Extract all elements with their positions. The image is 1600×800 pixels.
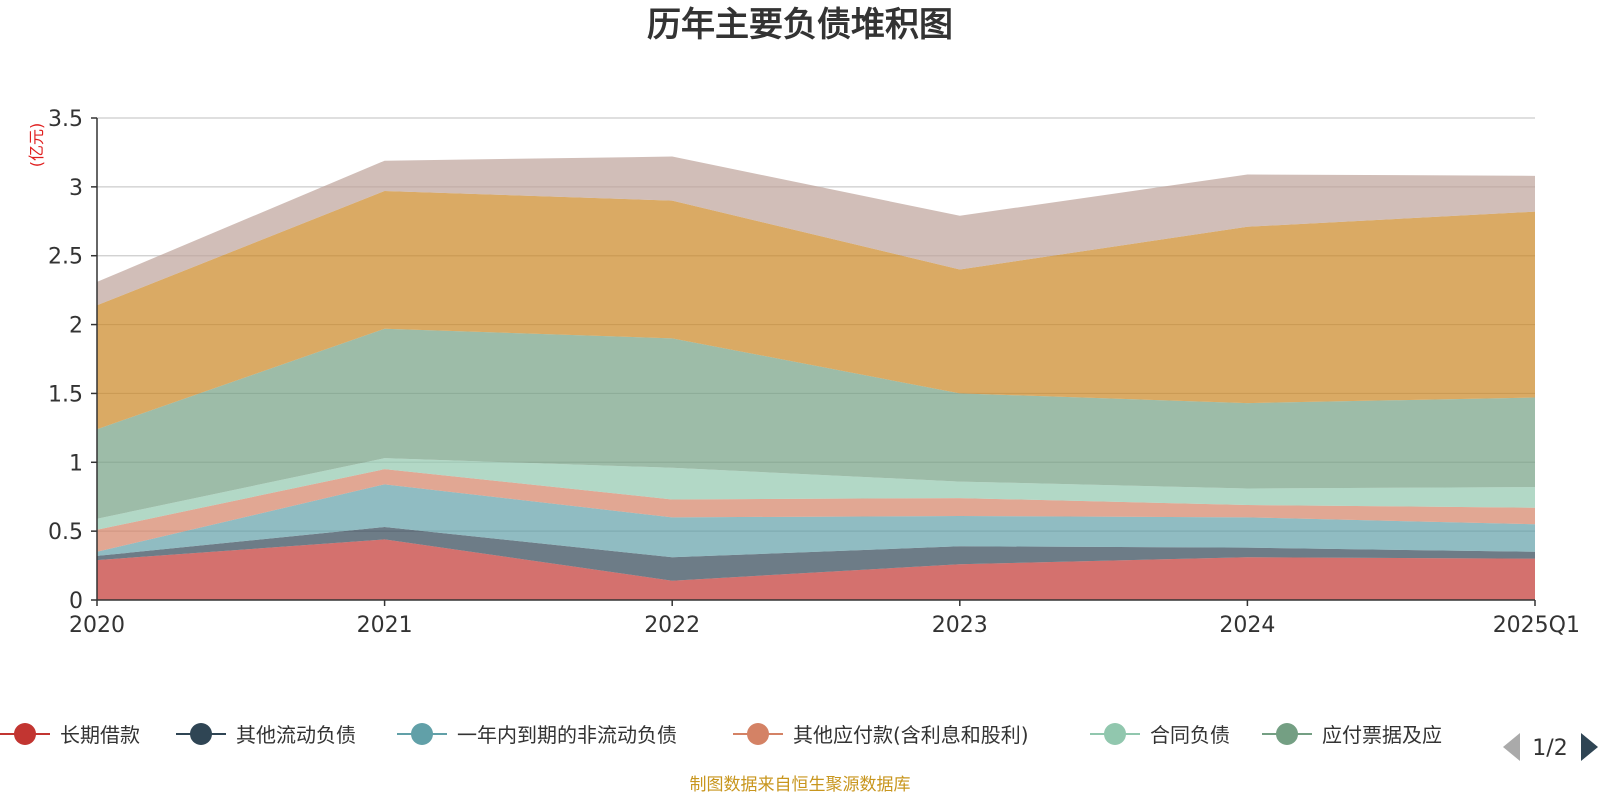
x-tick-label: 2025Q1 — [1493, 613, 1580, 638]
data-source-footer: 制图数据来自恒生聚源数据库 — [690, 775, 911, 795]
x-tick-label: 2021 — [357, 613, 413, 638]
legend-marker-icon — [1276, 723, 1298, 745]
y-tick-label: 3 — [69, 176, 83, 201]
legend[interactable]: 长期借款 其他流动负债 一年内到期的非流动负债 其他应付款(含利息和股利) 合同负债 应付… — [0, 723, 1442, 747]
legend-item[interactable]: 应付票据及应 — [1262, 723, 1442, 747]
area-series-4[interactable] — [97, 469, 1535, 552]
legend-next-page-icon[interactable] — [1581, 733, 1598, 761]
y-tick-label: 2 — [69, 314, 83, 339]
x-tick-label: 2023 — [932, 613, 988, 638]
x-tick-label: 2022 — [644, 613, 700, 638]
y-tick-label: 1 — [69, 451, 83, 476]
legend-label: 其他流动负债 — [236, 723, 356, 747]
y-tick-label: 0 — [69, 589, 83, 614]
y-tick-labels: 0 0.5 1 1.5 2 2.5 3 3.5 — [48, 107, 83, 614]
legend-item[interactable]: 一年内到期的非流动负债 — [397, 723, 677, 747]
chart-title: 历年主要负债堆积图 — [647, 5, 953, 45]
legend-label: 合同负债 — [1150, 723, 1230, 747]
area-series-6[interactable] — [97, 328, 1535, 519]
y-tick-label: 0.5 — [48, 520, 83, 545]
y-axis-unit-label: (亿元) — [27, 123, 46, 168]
y-tick-label: 2.5 — [48, 245, 83, 270]
legend-marker-icon — [747, 723, 769, 745]
legend-item[interactable]: 其他流动负债 — [176, 723, 356, 747]
x-tick-labels: 2020 2021 2022 2023 2024 2025Q1 — [69, 600, 1580, 638]
legend-item[interactable]: 长期借款 — [0, 723, 140, 747]
legend-marker-icon — [14, 723, 36, 745]
legend-page-indicator: 1/2 — [1532, 736, 1567, 761]
legend-label: 其他应付款(含利息和股利) — [793, 723, 1029, 747]
legend-item[interactable]: 合同负债 — [1090, 723, 1230, 747]
legend-marker-icon — [1104, 723, 1126, 745]
x-tick-label: 2020 — [69, 613, 125, 638]
area-series-3[interactable] — [97, 484, 1535, 558]
x-tick-label: 2024 — [1219, 613, 1275, 638]
area-series-1[interactable] — [97, 539, 1535, 600]
legend-label: 应付票据及应 — [1322, 723, 1442, 747]
legend-label: 长期借款 — [60, 723, 140, 747]
area-series-5[interactable] — [97, 458, 1535, 530]
legend-prev-page-icon[interactable] — [1503, 733, 1520, 761]
area-series-8[interactable] — [97, 156, 1535, 306]
axes — [96, 118, 1535, 601]
legend-item[interactable]: 其他应付款(含利息和股利) — [733, 723, 1029, 747]
legend-marker-icon — [411, 723, 433, 745]
legend-label: 一年内到期的非流动负债 — [457, 723, 677, 747]
area-series-7[interactable] — [97, 190, 1535, 430]
area-series-2[interactable] — [97, 527, 1535, 581]
y-tick-label: 3.5 — [48, 107, 83, 132]
legend-marker-icon — [190, 723, 212, 745]
area-series-layer — [97, 156, 1535, 600]
y-tick-label: 1.5 — [48, 382, 83, 407]
